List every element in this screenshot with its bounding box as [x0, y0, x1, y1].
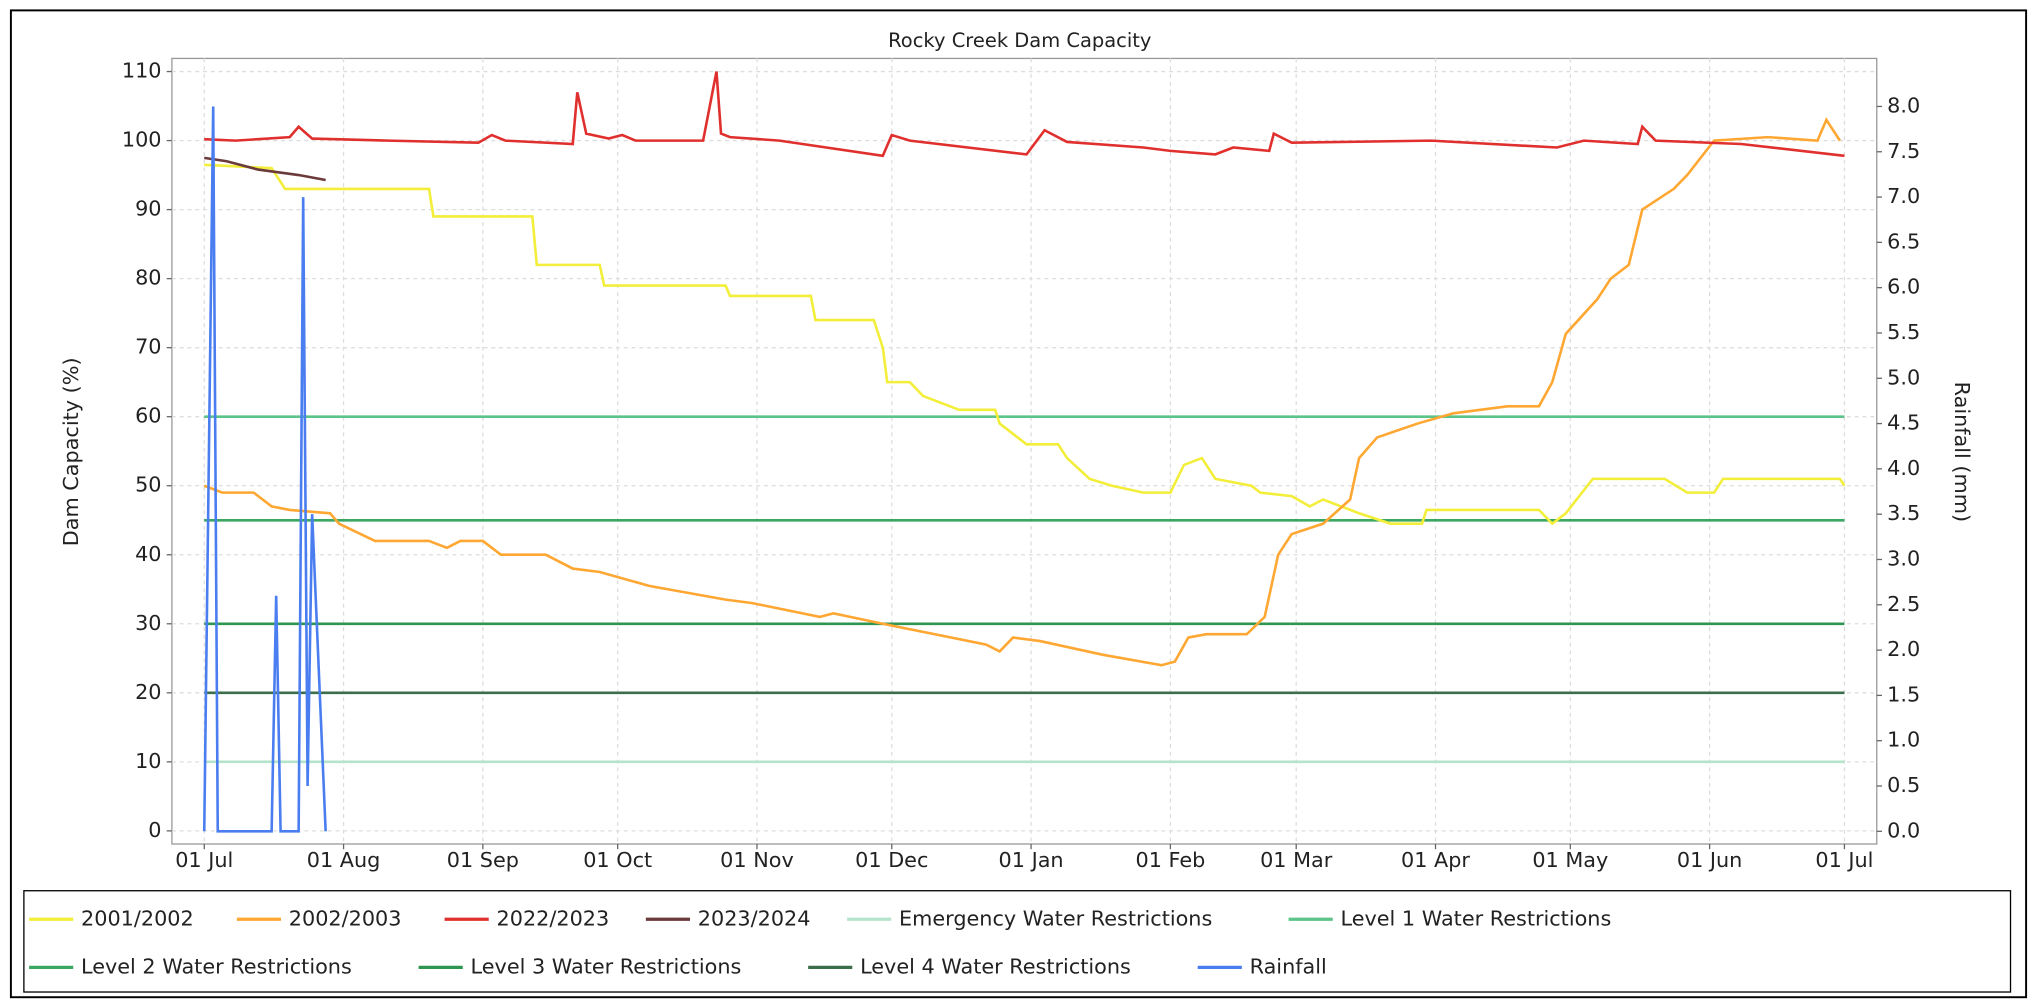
y-tick-label: 70 — [135, 335, 161, 359]
x-tick-label: 01 Feb — [1135, 848, 1205, 872]
y2-tick-label: 3.0 — [1887, 546, 1920, 570]
y2-tick-label: 0.5 — [1887, 773, 1920, 797]
legend-label: Emergency Water Restrictions — [899, 906, 1212, 930]
y-tick-label: 40 — [135, 542, 161, 566]
y2-tick-label: 6.0 — [1887, 275, 1920, 299]
y2-tick-label: 4.0 — [1887, 456, 1920, 480]
y-tick-label: 90 — [135, 197, 161, 221]
x-tick-label: 01 Aug — [307, 848, 381, 872]
legend-label: 2002/2003 — [289, 906, 402, 930]
y-tick-label: 60 — [135, 404, 161, 428]
x-tick-label: 01 Dec — [855, 848, 928, 872]
y2-tick-label: 2.0 — [1887, 637, 1920, 661]
x-tick-label: 01 Oct — [583, 848, 652, 872]
y-tick-label: 50 — [135, 473, 161, 497]
y2-tick-label: 7.5 — [1887, 139, 1920, 163]
y-tick-label: 30 — [135, 611, 161, 635]
x-tick-label: 01 May — [1532, 848, 1608, 872]
y-tick-label: 80 — [135, 266, 161, 290]
y2-tick-label: 4.5 — [1887, 411, 1920, 435]
y2-tick-label: 1.5 — [1887, 682, 1920, 706]
legend-label: Level 2 Water Restrictions — [81, 954, 352, 978]
chart-title: Rocky Creek Dam Capacity — [888, 29, 1151, 52]
x-tick-label: 01 Nov — [720, 848, 794, 872]
legend-label: 2023/2024 — [698, 906, 811, 930]
legend-label: Rainfall — [1250, 954, 1327, 978]
x-tick-label: 01 Jul — [175, 848, 233, 872]
y-tick-label: 110 — [122, 59, 162, 83]
y2-tick-label: 1.0 — [1887, 728, 1920, 752]
y2-tick-label: 2.5 — [1887, 592, 1920, 616]
y-tick-label: 20 — [135, 680, 161, 704]
legend-label: 2001/2002 — [81, 906, 194, 930]
series-line — [204, 156, 326, 182]
legend-frame — [23, 890, 2012, 993]
y2-tick-label: 7.0 — [1887, 184, 1920, 208]
x-tick-label: 01 Jul — [1815, 848, 1873, 872]
series-line — [204, 71, 1845, 158]
legend-label: Level 1 Water Restrictions — [1341, 906, 1612, 930]
x-tick-label: 01 Jan — [999, 848, 1064, 872]
y2-tick-label: 0.0 — [1887, 818, 1920, 842]
x-tick-label: 01 Jun — [1677, 848, 1742, 872]
y-axis-label: Dam Capacity (%) — [59, 357, 83, 546]
y2-tick-label: 5.5 — [1887, 320, 1920, 344]
y2-tick-label: 5.0 — [1887, 365, 1920, 389]
plot-area — [171, 57, 1878, 845]
x-tick-label: 01 Mar — [1260, 848, 1333, 872]
y-tick-label: 0 — [148, 818, 161, 842]
series-line — [203, 117, 1841, 667]
y2-tick-label: 3.5 — [1887, 501, 1920, 525]
y2-tick-label: 6.5 — [1887, 229, 1920, 253]
legend-label: Level 3 Water Restrictions — [471, 954, 742, 978]
legend-label: 2022/2023 — [497, 906, 610, 930]
y-tick-label: 100 — [122, 128, 162, 152]
x-tick-label: 01 Apr — [1401, 848, 1470, 872]
y2-tick-label: 8.0 — [1887, 93, 1920, 117]
series-line — [202, 106, 327, 833]
y2-axis-label: Rainfall (mm) — [1950, 382, 1974, 522]
y-tick-label: 10 — [135, 749, 161, 773]
x-tick-label: 01 Sep — [447, 848, 519, 872]
legend-label: Level 4 Water Restrictions — [860, 954, 1131, 978]
series-line — [204, 163, 1846, 526]
